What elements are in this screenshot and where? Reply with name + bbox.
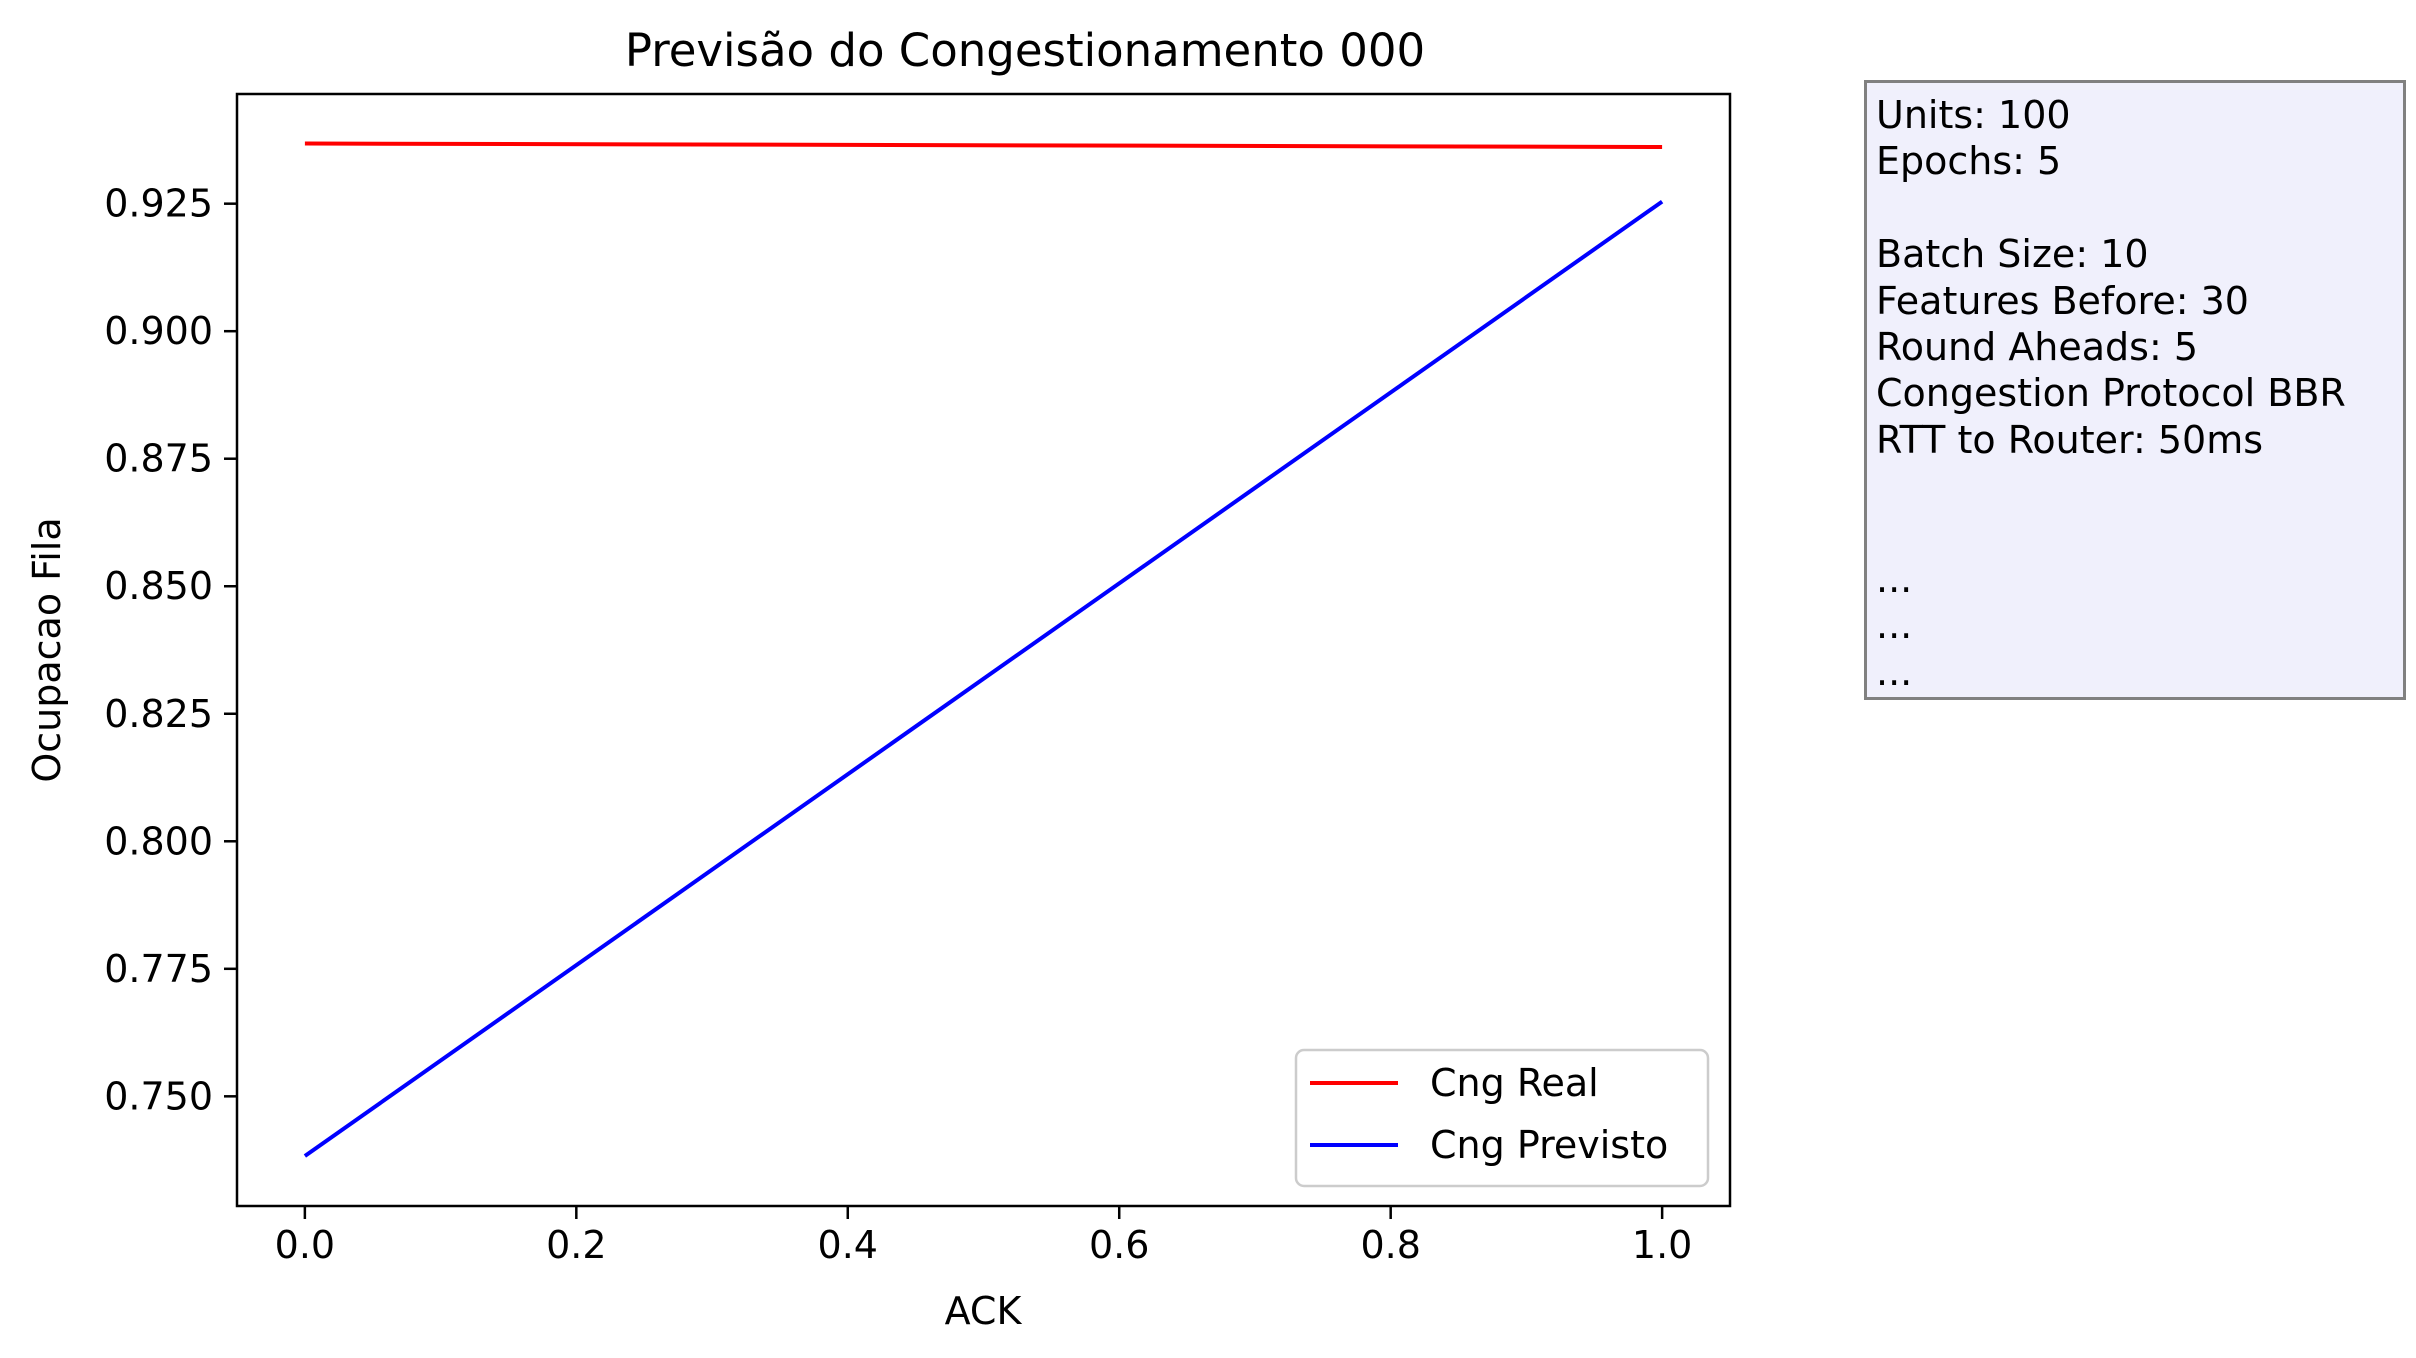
- info-line-units: Units: 100: [1876, 93, 2071, 137]
- info-line-congestion-protocol: Congestion Protocol BBR: [1876, 371, 2346, 416]
- series-line-cng-real: [304, 141, 1663, 149]
- model-info-box: [1864, 80, 2406, 700]
- info-line-ellipsis: ...: [1876, 556, 1913, 601]
- plot-area: [237, 94, 1730, 1206]
- plot-frame: [235, 92, 1732, 1208]
- y-tick-label: 0.750: [104, 1074, 213, 1118]
- y-tick-label: 0.775: [104, 947, 213, 991]
- series-layer: [303, 141, 1664, 1158]
- x-tick-label: 1.0: [1632, 1223, 1692, 1267]
- y-tick-label: 0.825: [104, 692, 213, 736]
- y-tick-label: 0.925: [104, 182, 213, 226]
- x-axis-ticks: 0.0 0.2 0.4 0.6 0.8 1.0: [275, 1206, 1692, 1267]
- info-line-features-before: Features Before: 30: [1876, 278, 2249, 323]
- y-tick-label: 0.900: [104, 309, 213, 353]
- info-line-blank: [1876, 185, 2346, 231]
- y-axis-ticks: 0.750 0.775 0.800 0.825 0.850 0.875 0.900 0.925: [104, 182, 237, 1118]
- info-line-blank: [1876, 463, 2346, 509]
- info-line-rtt: RTT to Router: 50ms: [1876, 417, 2264, 462]
- legend-frame: [1294, 1048, 1710, 1188]
- y-tick-label: 0.875: [104, 437, 213, 481]
- y-tick-label: 0.800: [104, 819, 213, 863]
- chart-title: Previsão do Congestionamento 000: [625, 24, 1425, 77]
- info-line-batch-size: Batch Size: 10: [1876, 232, 2149, 277]
- x-axis-label: ACK: [945, 1289, 1023, 1333]
- x-tick-label: 0.8: [1360, 1223, 1420, 1267]
- info-line-round-aheads: Round Aheads: 5: [1876, 324, 2199, 369]
- legend: Cng Real Cng Previsto: [1294, 1048, 1710, 1188]
- x-tick-label: 0.0: [275, 1223, 335, 1267]
- info-line-ellipsis: ...: [1876, 603, 1913, 648]
- y-tick-label: 0.850: [104, 564, 213, 608]
- x-tick-label: 0.4: [818, 1223, 878, 1267]
- info-line-epochs: Epochs: 5: [1876, 139, 2062, 184]
- x-tick-label: 0.6: [1089, 1223, 1149, 1267]
- x-tick-label: 0.2: [546, 1223, 606, 1267]
- model-info-text: Units: 100 Epochs: 5 Batch Size: 10 Feat…: [1876, 92, 2346, 695]
- legend-label-cng-previsto: Cng Previsto: [1430, 1123, 1668, 1167]
- info-line-blank: [1876, 510, 2346, 556]
- legend-label-cng-real: Cng Real: [1430, 1061, 1599, 1105]
- y-axis-label: Ocupacao Fila: [25, 517, 69, 782]
- info-line-ellipsis: ...: [1876, 649, 1913, 694]
- series-line-cng-previsto: [303, 199, 1664, 1158]
